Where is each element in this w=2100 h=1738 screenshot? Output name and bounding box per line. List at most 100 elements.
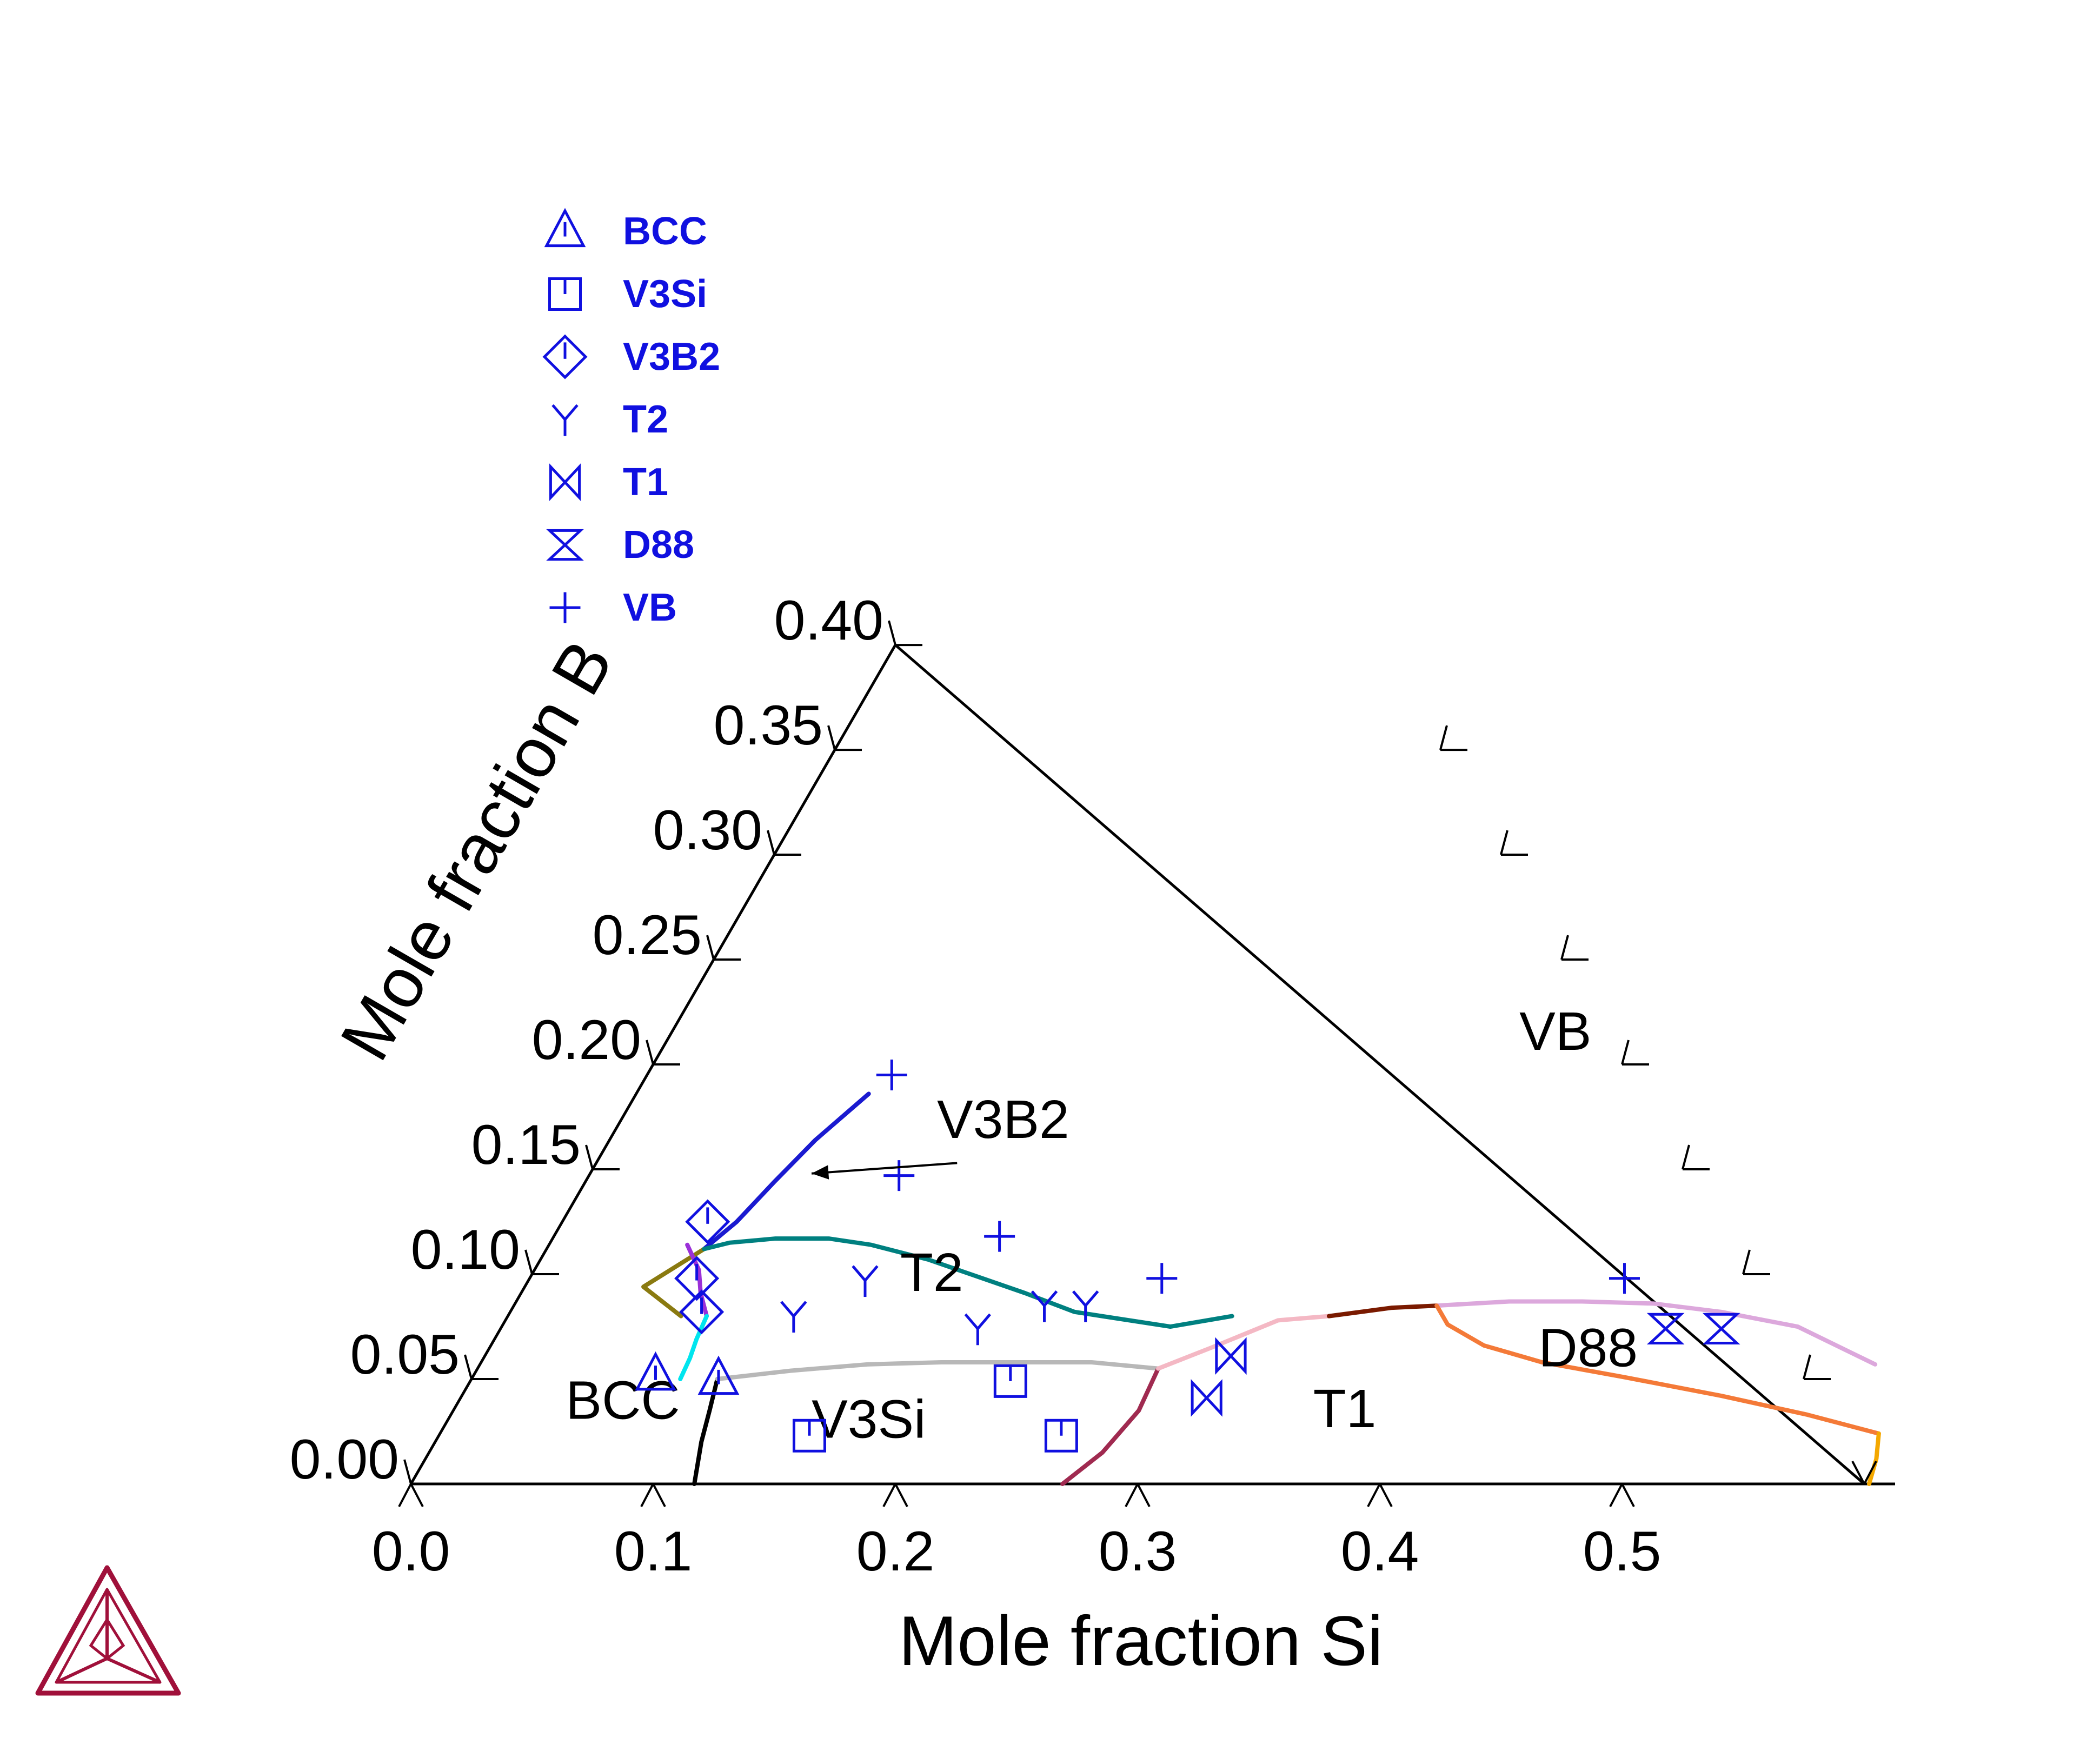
x-tick-end	[1851, 1461, 1865, 1484]
legend-label-VB: VB	[623, 586, 677, 629]
right-tick-0.15	[1682, 1144, 1690, 1170]
marker-BCC-0	[635, 1351, 676, 1391]
y-tick-0.15	[585, 1144, 594, 1170]
y-tick-label-0.35: 0.35	[714, 694, 823, 757]
phase-boundary-2	[702, 1236, 1234, 1329]
region-label-BCC: BCC	[566, 1370, 680, 1431]
y-tick-label-0.40: 0.40	[774, 589, 883, 652]
marker-V3B2-1	[674, 1256, 720, 1301]
x-tick-0.0	[398, 1483, 412, 1507]
x-tick-0.4	[1379, 1483, 1393, 1507]
legend-label-T1: T1	[623, 461, 668, 504]
phase-boundary-10	[1434, 1299, 1878, 1367]
x-tick-0.3	[1137, 1483, 1151, 1507]
region-label-T1: T1	[1313, 1379, 1377, 1439]
legend-label-V3Si: V3Si	[623, 272, 707, 316]
legend-marker-VB	[549, 592, 581, 623]
annotation-arrow-shaft	[811, 1162, 958, 1175]
x-tick-label-0.5: 0.5	[1583, 1520, 1662, 1583]
y-tick-0.30	[767, 830, 775, 855]
x-tick-0.5	[1609, 1483, 1623, 1507]
phase-boundaries	[641, 1091, 1881, 1486]
marker-D88-0	[1646, 1313, 1685, 1344]
legend-marker-T2	[551, 404, 579, 436]
y-tick-0.35	[827, 725, 836, 750]
y-tick-0.00	[403, 1459, 412, 1484]
legend-marker-T1	[549, 463, 581, 501]
x-tick-label-0.4: 0.4	[1341, 1520, 1419, 1583]
x-tick-0.2	[882, 1483, 896, 1507]
y-tick-0.40	[888, 620, 896, 645]
y-tick-label-0.15: 0.15	[471, 1114, 581, 1176]
marker-V3B2-0	[685, 1199, 730, 1244]
x-tick-0.1	[652, 1483, 666, 1507]
marker-V3Si-0	[993, 1364, 1027, 1398]
marker-T2-1	[780, 1301, 807, 1333]
legend-marker-V3B2	[542, 334, 588, 379]
y-tick-label-0.05: 0.05	[350, 1323, 460, 1386]
x-tick-0.2	[894, 1483, 908, 1507]
y-tick-label-0.30: 0.30	[653, 799, 762, 862]
marker-VB-4	[1609, 1263, 1640, 1294]
marker-V3B2-2	[679, 1289, 725, 1335]
x-tick-label-0.0: 0.0	[372, 1520, 450, 1583]
marker-VB-3	[1146, 1263, 1178, 1294]
marker-VB-1	[883, 1160, 915, 1191]
y-tick-0.10	[524, 1249, 533, 1275]
phase-boundary-1	[641, 1247, 707, 1319]
y-tick-label-0.10: 0.10	[411, 1218, 520, 1281]
region-labels: VB V3B2 T2 BCC V3Si T1 D88	[566, 1001, 1638, 1450]
phase-boundary-0	[702, 1091, 871, 1251]
marker-VB-2	[984, 1221, 1015, 1252]
marker-T2-2	[964, 1313, 992, 1346]
marker-D88-1	[1702, 1313, 1740, 1344]
legend: BCC V3Si V3B2 T2 T1 D88 VB	[542, 208, 720, 629]
marker-VB-0	[876, 1059, 907, 1090]
axis-ticks	[398, 620, 1877, 1507]
marker-BCC-1	[697, 1355, 740, 1395]
legend-marker-V3Si	[548, 277, 582, 311]
legend-label-BCC: BCC	[623, 210, 707, 253]
phase-boundary-7	[1060, 1366, 1161, 1486]
region-label-V3Si: V3Si	[812, 1389, 926, 1450]
x-tick-label-0.2: 0.2	[856, 1520, 935, 1583]
legend-marker-D88	[546, 529, 584, 561]
x-tick-label-0.3: 0.3	[1099, 1520, 1177, 1583]
right-tick-0.05	[1803, 1354, 1811, 1380]
thermo-calc-logo	[35, 1565, 181, 1696]
axis-tick-labels: 0.0 0.1 0.2 0.3 0.4 0.5 0.00 0.05 0.10 0.15 0.20 0.…	[290, 589, 1662, 1583]
x-tick-0.5	[1621, 1483, 1635, 1507]
marker-T2-4	[1072, 1290, 1099, 1322]
legend-label-T2: T2	[623, 398, 668, 441]
y-tick-label-0.20: 0.20	[532, 1009, 641, 1071]
x-tick-0.0	[410, 1483, 424, 1507]
phase-boundary-11	[1434, 1303, 1881, 1436]
marker-T2-0	[852, 1265, 879, 1297]
y-tick-0.05	[464, 1354, 473, 1380]
marker-T1-0	[1215, 1337, 1247, 1375]
x-tick-0.3	[1125, 1483, 1139, 1507]
x-tick-0.1	[640, 1483, 654, 1507]
right-tick-0.35	[1439, 725, 1448, 750]
region-label-T2: T2	[900, 1242, 963, 1303]
right-tick-0.10	[1742, 1249, 1751, 1275]
phase-boundary-3	[685, 1242, 709, 1319]
marker-V3Si-2	[1044, 1419, 1078, 1453]
legend-label-D88: D88	[623, 523, 694, 567]
x-axis-title: Mole fraction Si	[899, 1601, 1383, 1680]
annotation-arrow-head	[811, 1165, 829, 1180]
right-tick-0.20	[1621, 1040, 1630, 1065]
phase-boundary-6	[715, 1360, 1161, 1382]
y-tick-label-0.25: 0.25	[593, 904, 702, 967]
right-tick-0.30	[1500, 830, 1508, 855]
legend-marker-BCC	[544, 208, 586, 248]
region-label-VB: VB	[1519, 1001, 1591, 1062]
data-markers	[635, 1059, 1740, 1453]
legend-label-V3B2: V3B2	[623, 335, 720, 378]
region-label-V3B2: V3B2	[937, 1089, 1069, 1150]
x-tick-end	[1863, 1461, 1877, 1484]
right-edge	[894, 644, 1865, 1485]
y-tick-0.20	[646, 1040, 654, 1065]
phase-boundary-9	[1326, 1303, 1439, 1319]
